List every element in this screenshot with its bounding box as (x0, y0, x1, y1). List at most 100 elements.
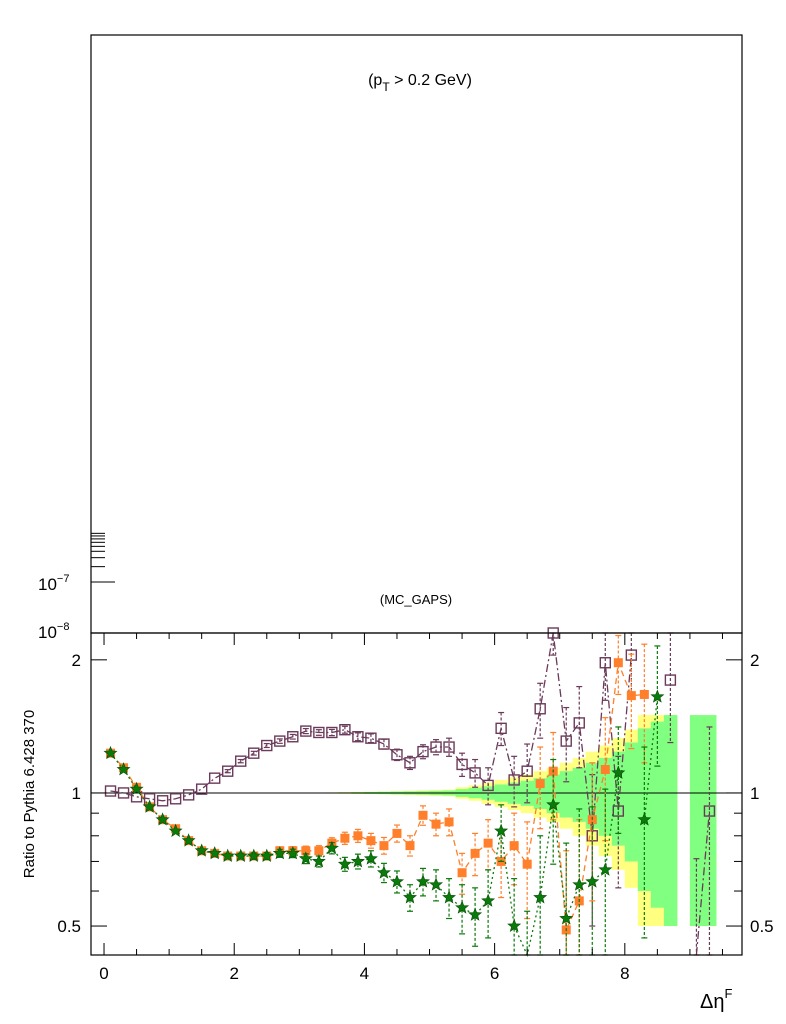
data-point (337, 856, 352, 871)
data-point (340, 833, 350, 843)
series-line (110, 632, 632, 836)
y-tick-label-right: 0.5 (750, 917, 774, 936)
ratio-axis-tick-labels: 0 2 4 6 8 0.5 0.5 1 1 2 2 (57, 651, 773, 983)
data-point (456, 758, 468, 771)
x-tick-label: 0 (99, 964, 108, 983)
data-point (599, 657, 611, 669)
band-segment-green (702, 715, 717, 927)
data-point (129, 781, 144, 796)
data-point (430, 741, 442, 753)
data-point (405, 841, 415, 851)
data-point (428, 877, 443, 891)
data-point (350, 854, 365, 868)
series-star (103, 645, 665, 958)
data-point (482, 779, 494, 792)
data-point (378, 738, 390, 750)
data-point (626, 691, 636, 701)
data-point (559, 911, 574, 925)
data-point (650, 689, 665, 703)
data-point (104, 785, 117, 797)
data-point (598, 862, 613, 876)
band-segment-green (559, 771, 574, 818)
data-point (195, 783, 208, 795)
ratio-panel: 0 2 4 6 8 0.5 0.5 1 1 2 2 Ratio to Pythia 6.428 37… (21, 627, 774, 1013)
data-point (495, 722, 507, 735)
data-point (457, 868, 467, 878)
data-point (522, 859, 532, 869)
data-point (235, 755, 247, 767)
data-point (300, 725, 312, 737)
data-point (481, 893, 496, 907)
main-panel-frame (90, 34, 743, 634)
data-point (313, 726, 325, 739)
data-point (301, 846, 311, 856)
data-point (246, 848, 261, 862)
data-point (377, 865, 391, 879)
x-tick-label: 4 (360, 964, 369, 983)
data-point (363, 851, 378, 865)
data-point (285, 846, 300, 860)
data-point (444, 817, 454, 827)
data-point (469, 767, 481, 779)
data-point (442, 890, 456, 904)
data-point (507, 918, 522, 932)
data-point (233, 848, 248, 862)
data-point (612, 805, 625, 817)
ratio-x-axis-label: ΔηF (700, 986, 732, 1013)
data-point (494, 823, 509, 837)
data-point (365, 732, 377, 744)
data-point (703, 805, 716, 817)
data-point (508, 774, 520, 786)
data-point (207, 846, 222, 860)
data-point (572, 877, 587, 891)
data-point (468, 907, 483, 921)
data-point (142, 799, 157, 813)
data-point (390, 874, 405, 888)
data-point (403, 890, 417, 904)
data-point (613, 658, 623, 668)
series-line (109, 752, 619, 958)
ratio-series (103, 627, 716, 958)
data-point (560, 735, 572, 747)
data-point (379, 841, 389, 851)
data-point (483, 838, 493, 848)
data-point (470, 848, 480, 858)
main-y-tick-label-1e-7: 10−7 (38, 573, 69, 594)
data-point (455, 900, 470, 914)
main-title: (pT > 0.2 GeV) (368, 72, 472, 94)
x-tick-label: 6 (490, 964, 499, 983)
data-point (272, 846, 287, 860)
x-tick-label: 8 (620, 964, 629, 983)
data-point (404, 757, 416, 769)
data-point (194, 843, 209, 857)
data-point (417, 745, 429, 758)
data-point (664, 674, 677, 686)
data-point (181, 833, 196, 847)
data-point (222, 765, 234, 777)
data-point (339, 724, 351, 736)
data-point (326, 726, 338, 739)
ratio-y-axis-label: Ratio to Pythia 6.428 370 (21, 710, 38, 878)
data-point (168, 823, 183, 837)
y-tick-label-right: 1 (750, 784, 759, 803)
main-y-minor-ticks (91, 532, 115, 634)
data-point (182, 789, 195, 801)
data-point (546, 797, 561, 811)
data-point (521, 765, 533, 777)
data-point (287, 731, 299, 743)
data-point (418, 810, 428, 820)
ratio-panel-frame (90, 632, 743, 956)
data-point (259, 848, 274, 862)
band-segment-green (663, 715, 678, 927)
data-point (600, 764, 610, 774)
data-point (156, 795, 169, 807)
data-point (220, 848, 235, 862)
data-point (353, 831, 363, 841)
data-point (392, 828, 402, 838)
series-open-square (104, 627, 716, 956)
y-tick-label-left: 2 (72, 651, 81, 670)
band-segment-green (650, 721, 665, 908)
data-point (443, 741, 455, 753)
data-point (391, 749, 403, 761)
